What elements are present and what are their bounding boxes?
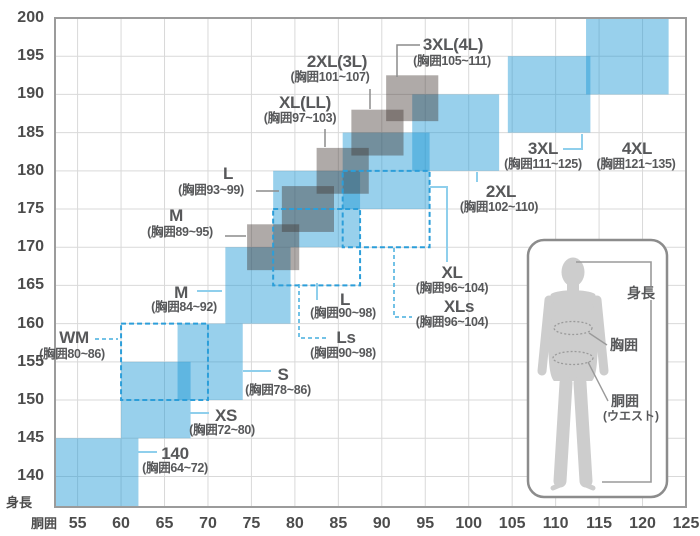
size-box-S (177, 323, 243, 401)
size-box-3XL(4L) (386, 75, 439, 122)
series-short-sizes (120, 169, 431, 402)
waist-measure-ellipse (552, 350, 594, 366)
plot-border (54, 17, 687, 508)
chest-leader (588, 332, 608, 346)
leader-Ls (298, 284, 329, 339)
leader-lines (95, 44, 583, 453)
size-box-140 (55, 438, 139, 507)
leader-XL (430, 186, 448, 262)
figure-panel-frame (526, 238, 669, 499)
body-silhouette-icon (537, 257, 609, 491)
figure-panel (526, 238, 669, 499)
size-box-4XL (586, 18, 669, 95)
height-bracket (576, 261, 652, 483)
waist-leader (587, 361, 609, 402)
size-box-WM (120, 322, 209, 402)
size-box-Ls (272, 208, 362, 287)
size-box-XLs (341, 169, 431, 249)
series-casual-sizes (55, 18, 669, 507)
size-box-2XL(3L) (351, 109, 404, 156)
leader-3XL(4L) (396, 44, 420, 77)
leader-XLs (393, 248, 412, 318)
leader-3XL (563, 134, 583, 150)
size-box-2XL (412, 94, 500, 171)
size-box-3XL (507, 56, 591, 133)
chest-measure-ellipse (553, 320, 593, 336)
